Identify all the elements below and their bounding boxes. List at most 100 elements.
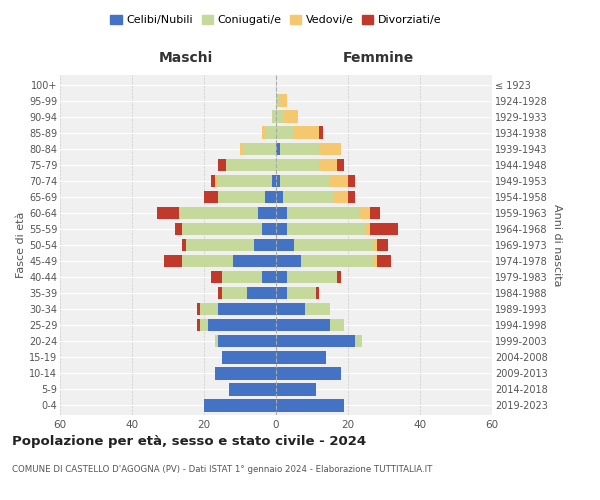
Bar [276,351,326,364]
Bar [276,110,283,123]
Bar [337,158,344,171]
Bar [262,126,265,139]
Bar [348,190,355,203]
Bar [197,303,200,316]
Bar [294,126,319,139]
Bar [254,238,276,252]
Bar [301,255,373,268]
Bar [222,351,276,364]
Bar [211,271,222,283]
Bar [272,174,276,187]
Text: Popolazione per età, sesso e stato civile - 2024: Popolazione per età, sesso e stato civil… [12,435,366,448]
Bar [182,238,186,252]
Bar [283,190,334,203]
Bar [200,319,208,332]
Bar [276,303,305,316]
Bar [218,158,226,171]
Bar [276,142,280,155]
Text: Femmine: Femmine [343,51,413,65]
Bar [294,238,373,252]
Bar [334,190,348,203]
Bar [157,206,179,219]
Bar [215,174,218,187]
Bar [348,174,355,187]
Bar [218,303,276,316]
Bar [366,222,370,235]
Bar [276,174,280,187]
Bar [276,271,287,283]
Bar [283,110,298,123]
Bar [265,190,276,203]
Bar [276,206,287,219]
Bar [316,287,319,300]
Bar [218,335,276,347]
Y-axis label: Fasce di età: Fasce di età [16,212,26,278]
Bar [355,335,362,347]
Bar [319,158,337,171]
Bar [373,238,377,252]
Bar [215,367,276,380]
Bar [276,158,319,171]
Bar [359,206,370,219]
Bar [247,287,276,300]
Bar [276,126,294,139]
Bar [276,190,283,203]
Bar [280,142,319,155]
Bar [182,222,262,235]
Text: Maschi: Maschi [159,51,213,65]
Bar [258,206,276,219]
Bar [218,174,272,187]
Legend: Celibi/Nubili, Coniugati/e, Vedovi/e, Divorziati/e: Celibi/Nubili, Coniugati/e, Vedovi/e, Di… [106,10,446,30]
Bar [287,271,337,283]
Bar [330,319,344,332]
Bar [330,174,348,187]
Bar [272,110,276,123]
Bar [276,222,287,235]
Bar [244,142,276,155]
Bar [373,255,377,268]
Bar [370,206,380,219]
Bar [276,319,330,332]
Bar [276,367,341,380]
Bar [319,142,341,155]
Bar [287,222,366,235]
Bar [175,222,182,235]
Bar [287,287,316,300]
Bar [276,238,294,252]
Bar [276,335,355,347]
Bar [265,126,276,139]
Bar [276,399,344,411]
Bar [233,255,276,268]
Bar [229,383,276,396]
Bar [222,271,262,283]
Bar [276,255,301,268]
Bar [276,287,287,300]
Bar [337,271,341,283]
Bar [377,238,388,252]
Bar [262,271,276,283]
Bar [204,399,276,411]
Bar [164,255,182,268]
Bar [222,287,247,300]
Bar [182,255,233,268]
Bar [197,319,200,332]
Bar [276,94,280,107]
Bar [226,158,276,171]
Bar [280,174,330,187]
Bar [215,335,218,347]
Text: COMUNE DI CASTELLO D'AGOGNA (PV) - Dati ISTAT 1° gennaio 2024 - Elaborazione TUT: COMUNE DI CASTELLO D'AGOGNA (PV) - Dati … [12,465,433,474]
Bar [287,206,359,219]
Bar [218,287,222,300]
Bar [218,190,265,203]
Bar [200,303,218,316]
Bar [204,190,218,203]
Bar [280,94,287,107]
Bar [208,319,276,332]
Bar [319,126,323,139]
Y-axis label: Anni di nascita: Anni di nascita [551,204,562,286]
Bar [186,238,254,252]
Bar [377,255,391,268]
Bar [240,142,244,155]
Bar [262,222,276,235]
Bar [179,206,258,219]
